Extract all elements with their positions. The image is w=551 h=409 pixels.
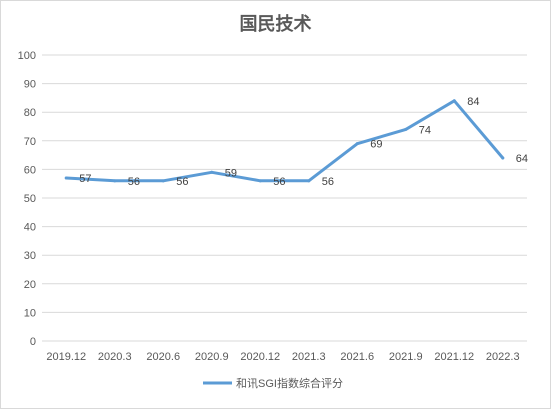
data-point	[501, 156, 505, 160]
x-tick-label: 2019.12	[46, 351, 86, 363]
y-tick-label: 0	[30, 336, 36, 348]
data-labels: 57 56 56 59 56 56 69 74 84 64	[79, 96, 528, 188]
data-point	[258, 179, 262, 183]
data-point	[404, 127, 408, 131]
x-tick-label: 2022.3	[486, 351, 520, 363]
data-label: 59	[225, 167, 237, 179]
data-point	[307, 179, 311, 183]
data-label: 74	[419, 124, 431, 136]
y-tick-label: 70	[24, 136, 36, 148]
data-label: 56	[176, 176, 188, 188]
data-point	[210, 170, 214, 174]
x-tick-label: 2021.9	[389, 351, 423, 363]
data-label: 56	[128, 176, 140, 188]
y-tick-label: 90	[24, 79, 36, 91]
x-tick-label: 2020.9	[195, 351, 229, 363]
y-tick-label: 10	[24, 307, 36, 319]
y-tick-label: 60	[24, 164, 36, 176]
data-label: 56	[322, 176, 334, 188]
data-label: 56	[273, 176, 285, 188]
y-tick-label: 50	[24, 193, 36, 205]
series-line	[64, 99, 505, 183]
y-tick-label: 100	[18, 50, 36, 62]
data-point	[355, 142, 359, 146]
x-tick-label: 2021.3	[292, 351, 326, 363]
y-tick-label: 20	[24, 279, 36, 291]
data-label: 64	[516, 153, 528, 165]
y-tick-label: 30	[24, 250, 36, 262]
legend: 和讯SGI指数综合评分	[203, 376, 343, 390]
gridlines	[42, 54, 527, 342]
y-tick-label: 40	[24, 222, 36, 234]
data-point	[64, 176, 68, 180]
data-point	[113, 179, 117, 183]
x-tick-label: 2020.6	[146, 351, 180, 363]
y-tick-label: 80	[24, 107, 36, 119]
data-label: 69	[370, 139, 382, 151]
x-tick-label: 2020.12	[240, 351, 280, 363]
chart-title: 国民技术	[239, 14, 312, 35]
data-label: 84	[467, 96, 479, 108]
data-point	[161, 179, 165, 183]
series-group	[64, 99, 505, 183]
legend-label: 和讯SGI指数综合评分	[236, 376, 343, 390]
data-label: 57	[79, 173, 91, 185]
x-tick-label: 2021.6	[340, 351, 374, 363]
data-point	[452, 99, 456, 103]
x-tick-label: 2021.12	[434, 351, 474, 363]
y-axis-ticks: 0 10 20 30 40 50 60 70 80 90 100	[18, 50, 36, 348]
x-axis-ticks: 2019.12 2020.3 2020.6 2020.9 2020.12 2021.3 20…	[46, 351, 519, 363]
x-tick-label: 2020.3	[98, 351, 132, 363]
